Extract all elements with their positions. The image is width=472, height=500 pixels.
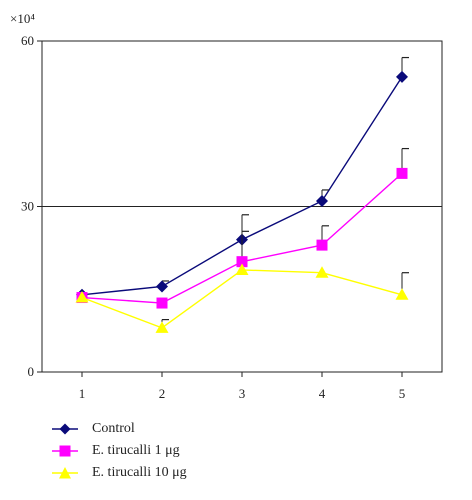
- y-tick-label: 30: [21, 199, 34, 214]
- data-point: [316, 239, 328, 251]
- data-point: [235, 263, 249, 275]
- legend-marker-tirucalli-1: [52, 445, 78, 457]
- data-point: [155, 321, 169, 333]
- x-tick-label: 1: [79, 386, 86, 401]
- series-2: [75, 263, 409, 333]
- data-point: [396, 70, 408, 83]
- data-point: [396, 167, 408, 179]
- x-tick-label: 3: [239, 386, 246, 401]
- x-tick-label: 4: [319, 386, 326, 401]
- y-tick-label: 60: [21, 33, 34, 48]
- legend-label-tirucalli-10: E. tirucalli 10 μg: [92, 465, 187, 480]
- legend-item-tirucalli-10: E. tirucalli 10 μg: [52, 462, 187, 484]
- data-point: [236, 256, 248, 268]
- data-point: [395, 288, 409, 300]
- x-tick-label: 5: [399, 386, 406, 401]
- legend-marker-tirucalli-10: [52, 467, 78, 479]
- data-point: [316, 194, 328, 207]
- legend-label-tirucalli-1: E. tirucalli 1 μg: [92, 443, 180, 458]
- series-layer: [75, 56, 409, 333]
- data-point: [156, 297, 168, 309]
- legend-label-control: Control: [92, 421, 135, 436]
- y-tick-label: 0: [28, 364, 35, 379]
- data-point: [156, 280, 168, 293]
- legend-item-tirucalli-1: E. tirucalli 1 μg: [52, 440, 187, 462]
- y-axis-ticks: 0 30 60: [21, 33, 42, 379]
- chart: ×10⁴ 0 30 60 1 2 3 4 5: [10, 11, 443, 401]
- x-axis-ticks: 1 2 3 4 5: [79, 372, 406, 401]
- legend: Control E. tirucalli 1 μg E. tirucalli 1…: [52, 418, 187, 484]
- data-point: [315, 266, 329, 278]
- x-tick-label: 2: [159, 386, 166, 401]
- data-point: [75, 291, 89, 303]
- legend-marker-control: [52, 423, 78, 435]
- legend-item-control: Control: [52, 418, 187, 440]
- y-axis-multiplier: ×10⁴: [10, 11, 35, 26]
